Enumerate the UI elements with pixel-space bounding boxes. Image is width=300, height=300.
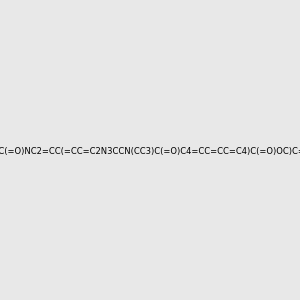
Text: CCOC1=CC=C(C(=O)NC2=CC(=CC=C2N3CCN(CC3)C(=O)C4=CC=CC=C4)C(=O)OC)C=C1[N+](=O)[O-]: CCOC1=CC=C(C(=O)NC2=CC(=CC=C2N3CCN(CC3)C… [0,147,300,156]
